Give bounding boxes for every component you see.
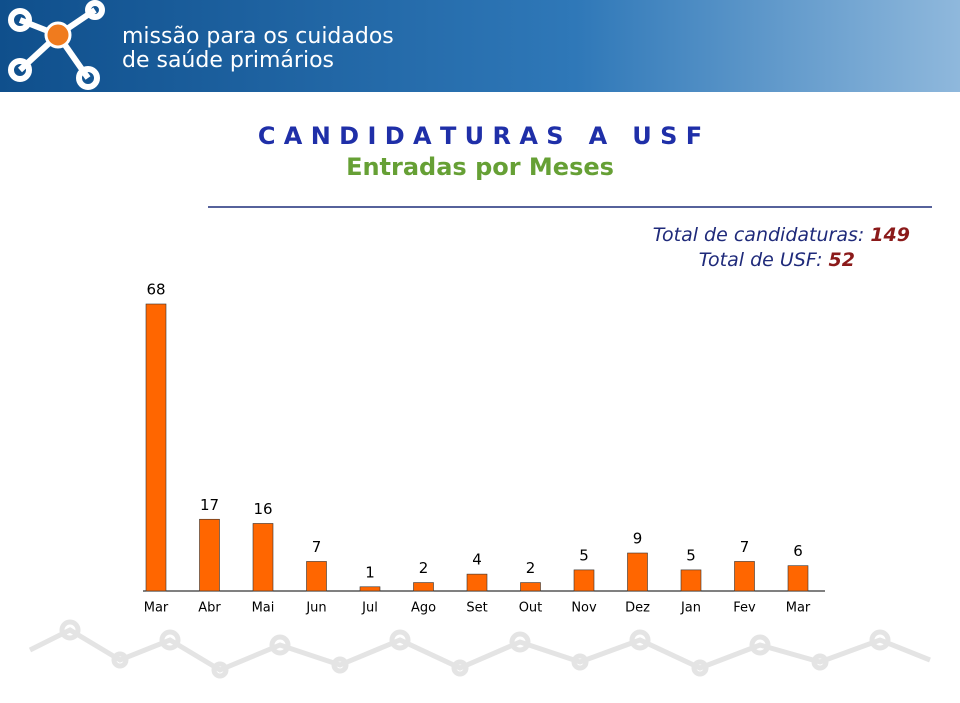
- data-label: 5: [686, 546, 696, 564]
- x-tick-label: Dez: [625, 601, 650, 616]
- bar: [520, 582, 541, 592]
- x-tick-label: Mar: [144, 601, 169, 616]
- x-tick-label: Jul: [361, 601, 378, 616]
- header-banner: [0, 0, 960, 92]
- bar: [680, 569, 702, 592]
- total-label: Total de USF:: [699, 249, 823, 271]
- total-value: 149: [870, 224, 910, 246]
- bar: [787, 565, 809, 592]
- bar: [359, 586, 381, 592]
- data-label: 2: [419, 559, 429, 577]
- bar: [734, 561, 755, 592]
- data-label: 6: [793, 542, 803, 560]
- total-label: Total de candidaturas:: [653, 224, 865, 246]
- x-tick-label: Fev: [733, 601, 756, 616]
- bar: [306, 561, 327, 592]
- x-tick-label: Mai: [252, 601, 275, 616]
- x-tick-label: Jan: [680, 601, 701, 616]
- x-tick-label: Nov: [571, 601, 597, 616]
- logo-icon: [8, 0, 105, 90]
- data-label: 17: [200, 496, 219, 514]
- data-label: 16: [253, 500, 272, 518]
- total-value: 52: [829, 249, 855, 271]
- bar: [199, 518, 220, 592]
- data-label: 5: [579, 546, 589, 564]
- data-label: 7: [740, 538, 750, 556]
- x-tick-label: Out: [519, 601, 543, 616]
- decoration: [28, 619, 931, 679]
- logo-text: missão para os cuidados: [122, 24, 394, 49]
- total-line: Total de USF: 52: [699, 249, 855, 271]
- x-tick-label: Jun: [305, 601, 326, 616]
- bar: [627, 552, 648, 592]
- data-label: 7: [312, 538, 322, 556]
- chart-subtitle: Entradas por Meses: [346, 153, 614, 181]
- bar: [573, 569, 595, 592]
- data-label: 1: [365, 563, 375, 581]
- bar: [466, 573, 488, 592]
- x-tick-label: Set: [466, 601, 487, 616]
- bar: [252, 523, 274, 592]
- x-tick-label: Abr: [198, 601, 221, 616]
- chart-title: C A N D I D A T U R A S A U S F: [258, 122, 702, 150]
- data-label: 68: [146, 281, 165, 299]
- data-label: 9: [633, 530, 643, 548]
- bar: [413, 582, 434, 592]
- x-tick-label: Ago: [411, 601, 436, 616]
- logo-text: de saúde primários: [122, 48, 334, 73]
- data-label: 4: [472, 551, 482, 569]
- data-label: 2: [526, 559, 536, 577]
- x-tick-label: Mar: [786, 601, 811, 616]
- total-line: Total de candidaturas: 149: [653, 224, 910, 246]
- bar: [145, 303, 167, 592]
